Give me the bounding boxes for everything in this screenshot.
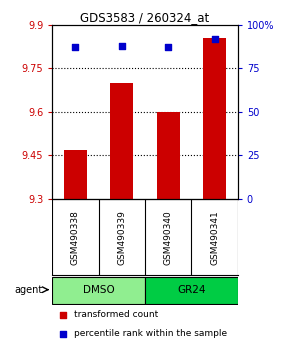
- Text: agent: agent: [15, 285, 43, 295]
- Point: [61, 331, 66, 337]
- Point: [61, 312, 66, 318]
- Text: GSM490341: GSM490341: [210, 210, 219, 264]
- Bar: [203, 38, 226, 199]
- Text: GSM490340: GSM490340: [164, 210, 173, 264]
- Bar: [64, 150, 87, 199]
- FancyBboxPatch shape: [145, 277, 238, 304]
- Text: GR24: GR24: [177, 285, 206, 295]
- Text: percentile rank within the sample: percentile rank within the sample: [75, 329, 228, 338]
- Text: GSM490339: GSM490339: [117, 210, 126, 265]
- Point: [166, 45, 171, 50]
- Point: [73, 45, 78, 50]
- Point: [212, 36, 217, 41]
- Point: [119, 43, 124, 48]
- Bar: [110, 83, 133, 199]
- Text: transformed count: transformed count: [75, 310, 159, 319]
- Bar: [157, 112, 180, 199]
- Title: GDS3583 / 260324_at: GDS3583 / 260324_at: [80, 11, 210, 24]
- FancyBboxPatch shape: [52, 277, 145, 304]
- Text: DMSO: DMSO: [83, 285, 115, 295]
- Text: GSM490338: GSM490338: [71, 210, 80, 265]
